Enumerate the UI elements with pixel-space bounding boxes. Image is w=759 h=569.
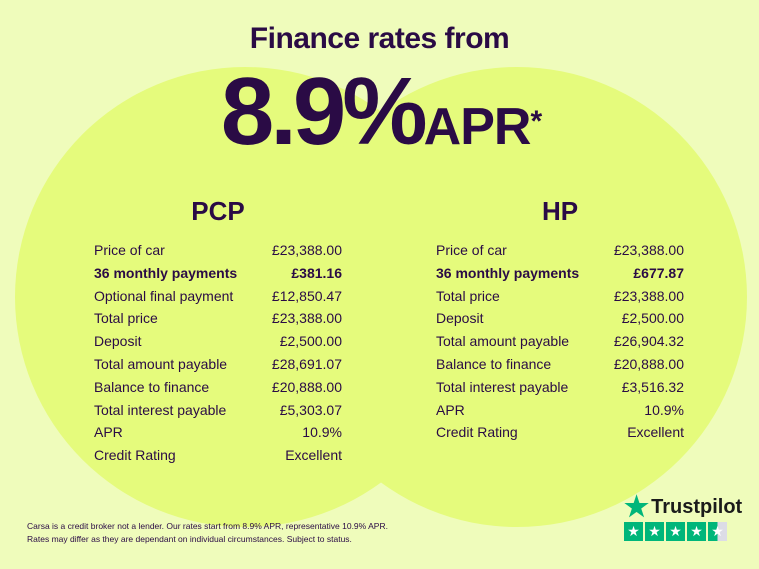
- row-value: £20,888.00: [271, 378, 342, 395]
- table-row: Credit Rating Excellent: [436, 421, 684, 444]
- row-value: 10.9%: [644, 401, 684, 418]
- disclaimer-line-2: Rates may differ as they are dependant o…: [27, 534, 352, 544]
- pcp-rows: Price of car £23,388.00 36 monthly payment…: [94, 239, 342, 467]
- hp-rows: Price of car £23,388.00 36 monthly payment…: [436, 239, 684, 444]
- row-value: £20,888.00: [613, 355, 684, 372]
- hp-title: HP: [541, 196, 579, 226]
- row-label: APR: [94, 424, 123, 441]
- row-label: Total amount payable: [436, 333, 570, 350]
- apr-label: APR: [423, 98, 532, 156]
- row-value: 10.9%: [302, 424, 342, 441]
- table-row: Price of car £23,388.00: [436, 239, 684, 262]
- row-label: APR: [436, 401, 465, 418]
- row-value: £3,516.32: [621, 378, 684, 395]
- rating-star-icon: ★: [645, 522, 664, 541]
- rating-star-icon: ★: [687, 522, 706, 541]
- row-label: Balance to finance: [436, 355, 552, 372]
- row-label: Total amount payable: [94, 355, 228, 372]
- row-label: Price of car: [94, 242, 165, 258]
- table-row: Price of car £23,388.00: [94, 239, 342, 262]
- trustpilot-badge[interactable]: ★ Trustpilot ★ ★ ★ ★ ★: [624, 491, 743, 541]
- disclaimer: Carsa is a credit broker not a lender. O…: [27, 520, 388, 546]
- background-circle-right: [287, 67, 747, 527]
- row-label: Deposit: [94, 333, 142, 350]
- rating-star-icon: ★: [624, 522, 643, 541]
- row-value: £5,303.07: [279, 401, 342, 418]
- row-value: £2,500.00: [279, 333, 342, 350]
- table-row: Deposit £2,500.00: [436, 307, 684, 330]
- table-row: Balance to finance £20,888.00: [94, 376, 342, 399]
- table-row: 36 monthly payments £381.16: [94, 262, 342, 285]
- headline-rate: 8.9%APR*: [0, 62, 759, 177]
- hp-table: HP Price of car £23,388.00 36 monthly paym…: [436, 196, 684, 444]
- row-value: £23,388.00: [613, 287, 684, 304]
- headline-title: Finance rates from: [249, 22, 510, 55]
- asterisk: *: [530, 105, 542, 138]
- row-label: 36 monthly payments: [436, 264, 580, 281]
- row-label: Total interest payable: [94, 401, 227, 418]
- row-value: £23,388.00: [271, 310, 342, 327]
- table-row: Total amount payable £28,691.07: [94, 353, 342, 376]
- row-value: £12,850.47: [271, 287, 342, 304]
- row-value: Excellent: [285, 447, 342, 464]
- table-row: Optional final payment £12,850.47: [94, 285, 342, 308]
- star-icon: ★: [624, 491, 650, 522]
- row-value: £381.16: [291, 264, 342, 281]
- trustpilot-name: Trustpilot: [651, 495, 743, 518]
- row-value: £28,691.07: [271, 355, 342, 372]
- row-value: £26,904.32: [613, 333, 684, 350]
- table-row: APR 10.9%: [436, 399, 684, 422]
- table-row: Total interest payable £3,516.32: [436, 376, 684, 399]
- table-row: APR 10.9%: [94, 421, 342, 444]
- trustpilot-logo: ★ Trustpilot: [624, 491, 743, 522]
- row-label: Total price: [94, 310, 158, 327]
- table-row: Deposit £2,500.00: [94, 330, 342, 353]
- row-label: Total interest payable: [436, 378, 569, 395]
- table-row: Balance to finance £20,888.00: [436, 353, 684, 376]
- row-label: Credit Rating: [94, 447, 176, 464]
- row-label: Optional final payment: [94, 287, 234, 304]
- row-value: £2,500.00: [621, 310, 684, 327]
- row-label: Total price: [436, 287, 500, 304]
- row-value: Excellent: [627, 424, 684, 441]
- disclaimer-line-1: Carsa is a credit broker not a lender. O…: [27, 521, 388, 531]
- table-row: Credit Rating Excellent: [94, 444, 342, 467]
- row-label: Deposit: [436, 310, 484, 327]
- row-value: £23,388.00: [271, 242, 342, 258]
- table-row: 36 monthly payments £677.87: [436, 262, 684, 285]
- row-label: Price of car: [436, 242, 507, 258]
- trustpilot-rating: ★ ★ ★ ★ ★: [624, 522, 742, 541]
- table-row: Total price £23,388.00: [436, 285, 684, 308]
- pcp-title: PCP: [191, 196, 245, 226]
- row-label: Balance to finance: [94, 378, 210, 395]
- row-value: £23,388.00: [613, 242, 684, 258]
- row-value: £677.87: [633, 264, 684, 281]
- rate-value: 8.9%: [220, 58, 428, 165]
- table-row: Total amount payable £26,904.32: [436, 330, 684, 353]
- pcp-table: PCP Price of car £23,388.00 36 monthly pay…: [94, 196, 342, 467]
- table-row: Total interest payable £5,303.07: [94, 399, 342, 422]
- rating-star-icon: ★: [708, 522, 727, 541]
- rating-star-icon: ★: [666, 522, 685, 541]
- row-label: 36 monthly payments: [94, 264, 238, 281]
- row-label: Credit Rating: [436, 424, 518, 441]
- table-row: Total price £23,388.00: [94, 307, 342, 330]
